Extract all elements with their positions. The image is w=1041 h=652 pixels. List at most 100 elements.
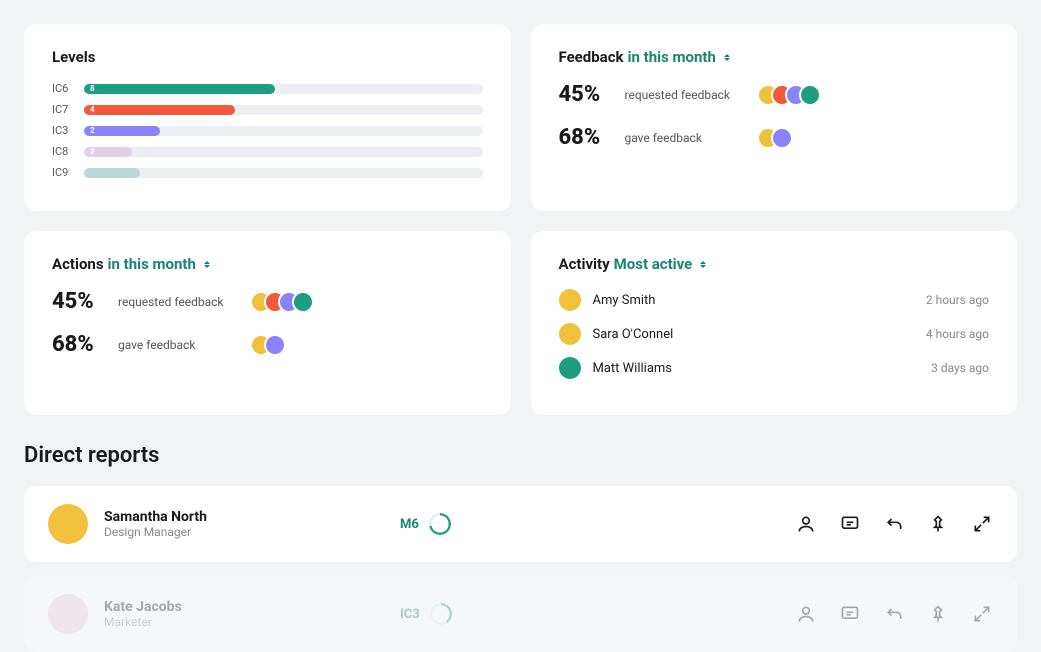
activity-user-name: Sara O'Connel <box>593 327 914 342</box>
sort-icon[interactable] <box>724 54 730 61</box>
feedback-stat-pct: 68% <box>559 125 613 150</box>
report-level: IC3 <box>400 603 779 625</box>
avatar-stack <box>757 127 793 149</box>
comment-icon[interactable] <box>839 513 861 535</box>
level-bar-fill <box>84 168 140 178</box>
pin-icon[interactable] <box>927 603 949 625</box>
activity-row[interactable]: Matt Williams 3 days ago <box>559 357 990 379</box>
expand-icon[interactable] <box>971 603 993 625</box>
feedback-title-prefix: Feedback <box>559 48 624 66</box>
avatar-stack <box>757 84 821 106</box>
actions-title-prefix: Actions <box>52 255 104 273</box>
report-role: Design Manager <box>104 525 384 539</box>
report-info: Kate Jacobs Marketer <box>104 599 384 629</box>
feedback-title[interactable]: Feedback in this month <box>559 48 990 66</box>
level-bar-fill: 8 <box>84 84 275 94</box>
avatar <box>799 84 821 106</box>
person-icon[interactable] <box>795 603 817 625</box>
level-bar-fill: 2 <box>84 126 160 136</box>
avatar <box>48 594 88 634</box>
avatar <box>559 289 581 311</box>
report-level-label: M6 <box>400 517 419 532</box>
level-label: IC6 <box>52 82 76 95</box>
person-icon[interactable] <box>795 513 817 535</box>
avatar-stack <box>250 291 314 313</box>
avatar <box>559 323 581 345</box>
levels-card: Levels IC6 8 IC7 4 IC3 2 IC8 2 IC9 <box>24 24 511 211</box>
avatar <box>559 357 581 379</box>
avatar <box>264 334 286 356</box>
activity-user-name: Amy Smith <box>593 293 914 308</box>
activity-title-filter: Most active <box>614 255 693 273</box>
actions-stat-label: requested feedback <box>118 295 238 309</box>
activity-timestamp: 4 hours ago <box>926 327 989 341</box>
level-value: 8 <box>90 84 95 93</box>
level-row: IC9 <box>52 166 483 179</box>
feedback-card: Feedback in this month 45% requested fee… <box>531 24 1018 211</box>
actions-title[interactable]: Actions in this month <box>52 255 483 273</box>
report-level: M6 <box>400 513 779 535</box>
activity-card: Activity Most active Amy Smith 2 hours a… <box>531 231 1018 415</box>
actions-title-filter: in this month <box>108 255 196 273</box>
sort-icon[interactable] <box>700 261 706 268</box>
actions-stat-pct: 45% <box>52 289 106 314</box>
report-actions <box>795 513 993 535</box>
level-row: IC3 2 <box>52 124 483 137</box>
level-value: 4 <box>90 105 95 114</box>
actions-stat-pct: 68% <box>52 332 106 357</box>
sort-icon[interactable] <box>204 261 210 268</box>
activity-row[interactable]: Sara O'Connel 4 hours ago <box>559 323 990 345</box>
feedback-title-filter: in this month <box>628 48 716 66</box>
level-row: IC6 8 <box>52 82 483 95</box>
level-bar-track: 2 <box>84 126 483 136</box>
activity-user-name: Matt Williams <box>593 361 920 376</box>
activity-row[interactable]: Amy Smith 2 hours ago <box>559 289 990 311</box>
activity-timestamp: 3 days ago <box>931 361 989 375</box>
progress-ring <box>429 513 451 535</box>
avatar <box>48 504 88 544</box>
level-bar-fill: 4 <box>84 105 235 115</box>
return-icon[interactable] <box>883 513 905 535</box>
return-icon[interactable] <box>883 603 905 625</box>
level-row: IC7 4 <box>52 103 483 116</box>
activity-title[interactable]: Activity Most active <box>559 255 990 273</box>
level-label: IC7 <box>52 103 76 116</box>
report-actions <box>795 603 993 625</box>
direct-report-row[interactable]: Samantha North Design Manager M6 <box>24 486 1017 562</box>
feedback-stat-pct: 45% <box>559 82 613 107</box>
actions-stat-row: 68% gave feedback <box>52 332 483 357</box>
actions-card: Actions in this month 45% requested feed… <box>24 231 511 415</box>
feedback-stat-row: 68% gave feedback <box>559 125 990 150</box>
level-label: IC9 <box>52 166 76 179</box>
avatar-stack <box>250 334 286 356</box>
level-bar-track: 2 <box>84 147 483 157</box>
levels-title: Levels <box>52 48 483 66</box>
feedback-stat-label: requested feedback <box>625 88 745 102</box>
level-bar-track: 8 <box>84 84 483 94</box>
level-value: 2 <box>90 147 95 156</box>
level-bar-track <box>84 168 483 178</box>
pin-icon[interactable] <box>927 513 949 535</box>
activity-timestamp: 2 hours ago <box>926 293 989 307</box>
direct-report-row[interactable]: Kate Jacobs Marketer IC3 <box>24 576 1017 652</box>
level-value: 2 <box>90 126 95 135</box>
level-bar-track: 4 <box>84 105 483 115</box>
progress-ring <box>430 603 452 625</box>
comment-icon[interactable] <box>839 603 861 625</box>
avatar <box>771 127 793 149</box>
actions-stat-label: gave feedback <box>118 338 238 352</box>
actions-stat-row: 45% requested feedback <box>52 289 483 314</box>
level-bar-fill: 2 <box>84 147 132 157</box>
avatar <box>292 291 314 313</box>
report-name: Samantha North <box>104 509 384 525</box>
expand-icon[interactable] <box>971 513 993 535</box>
level-row: IC8 2 <box>52 145 483 158</box>
report-name: Kate Jacobs <box>104 599 384 615</box>
report-role: Marketer <box>104 615 384 629</box>
report-info: Samantha North Design Manager <box>104 509 384 539</box>
feedback-stat-label: gave feedback <box>625 131 745 145</box>
direct-reports-title: Direct reports <box>24 443 1017 468</box>
level-label: IC3 <box>52 124 76 137</box>
activity-title-prefix: Activity <box>559 255 610 273</box>
level-label: IC8 <box>52 145 76 158</box>
